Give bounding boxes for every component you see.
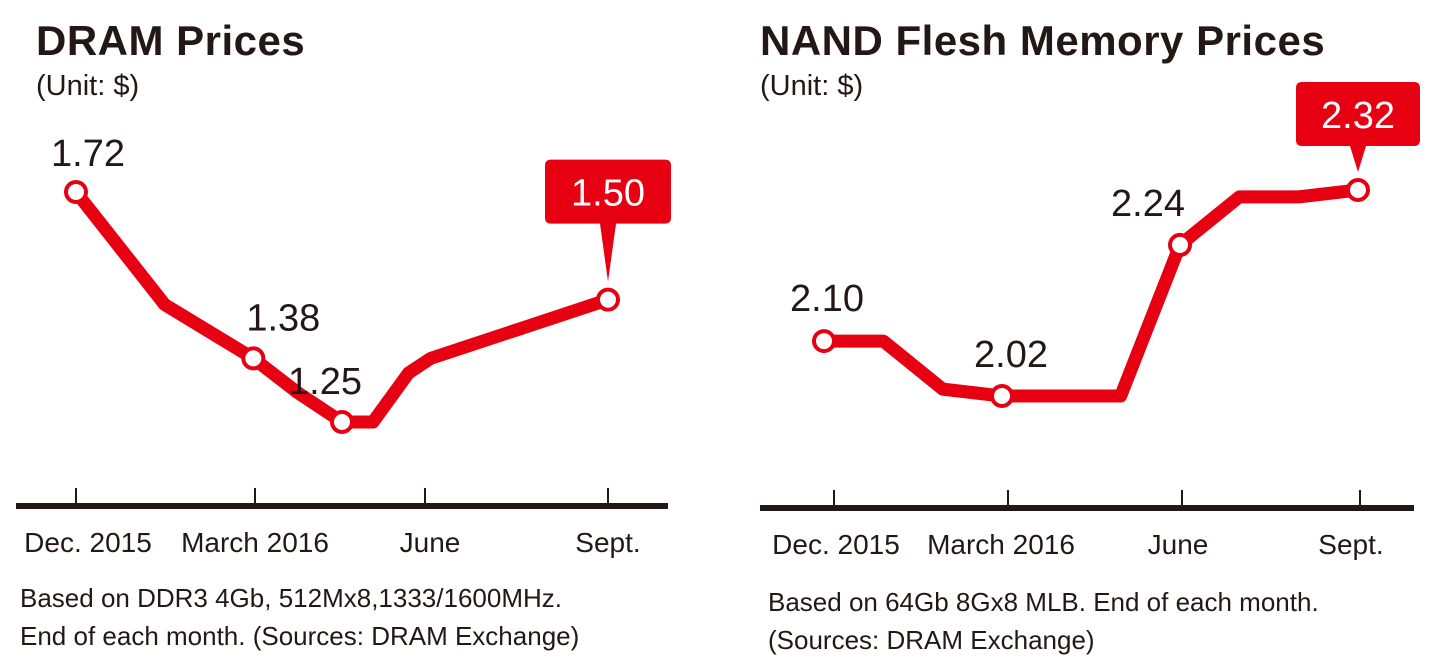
dram-note-line-2: End of each month. (Sources: DRAM Exchan… bbox=[20, 621, 580, 651]
nand-price-line bbox=[817, 183, 1365, 403]
nand-note-line-1: Based on 64Gb 8Gx8 MLB. End of each mont… bbox=[768, 587, 1319, 617]
dram-x-tick-label: March 2016 bbox=[181, 527, 329, 558]
nand-data-label: 2.10 bbox=[790, 278, 864, 320]
nand-x-tick-label: March 2016 bbox=[927, 529, 1075, 560]
dram-data-point bbox=[64, 180, 88, 204]
nand-chart-title: NAND Flesh Memory Prices bbox=[760, 17, 1326, 64]
nand-data-point bbox=[1346, 178, 1370, 202]
nand-data-label: 2.24 bbox=[1111, 183, 1185, 225]
nand-x-tick-label: Dec. 2015 bbox=[772, 529, 900, 560]
dram-data-point bbox=[241, 346, 266, 371]
dram-x-tick-label: Dec. 2015 bbox=[24, 527, 152, 558]
dram-data-label: 1.38 bbox=[246, 297, 320, 339]
dram-unit-label: (Unit: $) bbox=[36, 70, 140, 102]
dram-line-chart: Dec. 2015 March 2016 June Sept. 1.72 1.38 1.25… bbox=[16, 133, 671, 558]
nand-line-chart: Dec. 2015 March 2016 June Sept. 2.10 2.02 2.24… bbox=[760, 82, 1420, 560]
nand-data-label-highlight: 2.32 bbox=[1321, 95, 1395, 137]
dram-chart-panel: DRAM Prices (Unit: $) Dec. 2015 March 201… bbox=[0, 0, 700, 662]
dram-data-label: 1.72 bbox=[51, 133, 125, 175]
nand-x-tick-label: Sept. bbox=[1318, 529, 1383, 560]
dram-price-line bbox=[69, 185, 615, 429]
dram-data-label-highlight: 1.50 bbox=[571, 173, 645, 215]
nand-data-point bbox=[812, 329, 836, 354]
nand-data-point bbox=[990, 384, 1014, 408]
dram-x-tick-label: Sept. bbox=[575, 527, 640, 558]
nand-data-label: 2.02 bbox=[974, 334, 1048, 376]
nand-unit-label: (Unit: $) bbox=[760, 70, 864, 102]
nand-data-point bbox=[1168, 232, 1192, 257]
dram-x-tick-label: June bbox=[400, 527, 461, 558]
nand-note-line-2: (Sources: DRAM Exchange) bbox=[768, 625, 1095, 655]
dram-data-label: 1.25 bbox=[288, 361, 362, 403]
dram-note-line-1: Based on DDR3 4Gb, 512Mx8,1333/1600MHz. bbox=[20, 583, 562, 613]
dram-chart-title: DRAM Prices bbox=[36, 17, 306, 64]
dram-data-point bbox=[330, 410, 354, 434]
nand-chart-panel: NAND Flesh Memory Prices (Unit: $) Dec. … bbox=[740, 0, 1434, 662]
dram-data-point bbox=[596, 287, 620, 312]
nand-highlight-callout bbox=[1296, 82, 1420, 172]
nand-x-tick-label: June bbox=[1148, 529, 1209, 560]
dram-highlight-callout bbox=[545, 159, 671, 282]
